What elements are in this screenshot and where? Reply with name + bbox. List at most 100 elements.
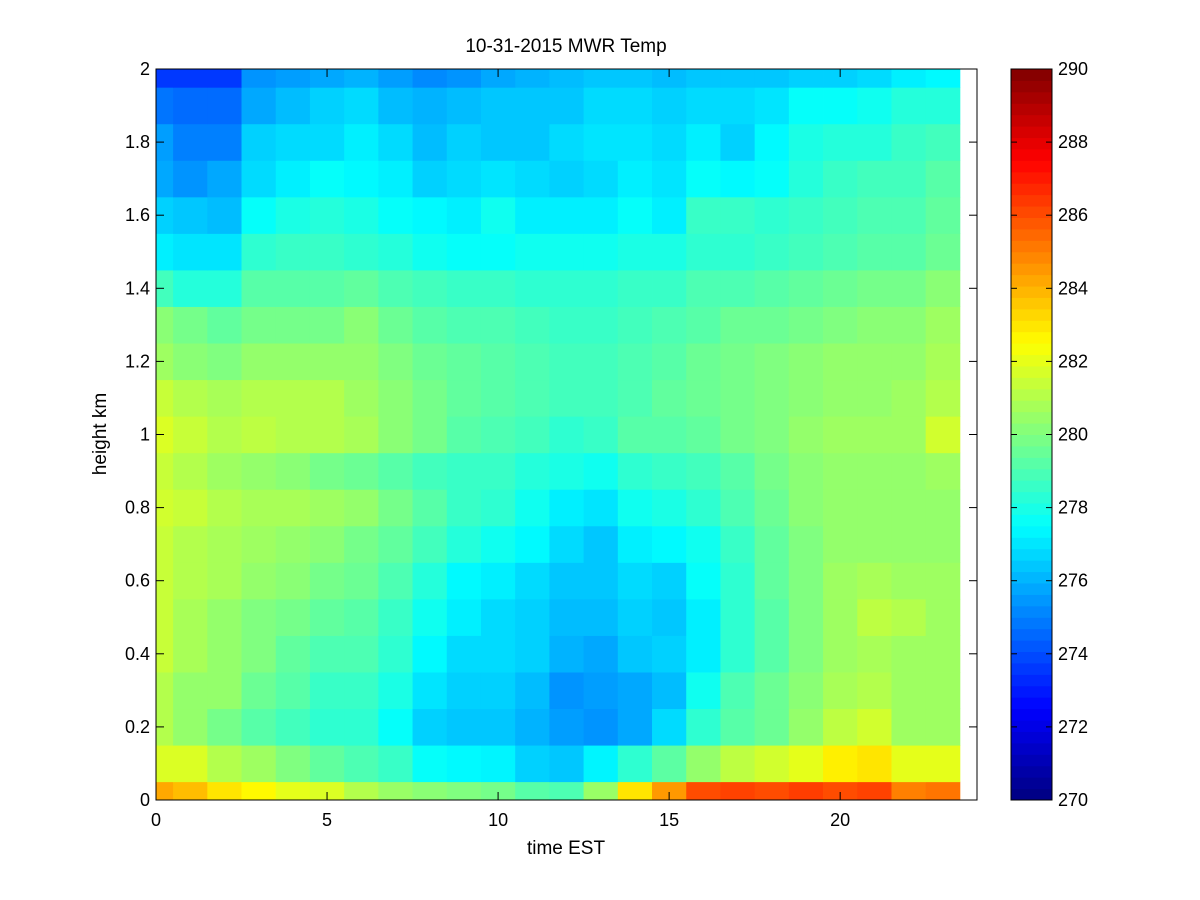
colorbar-band [1011,457,1052,470]
heatmap-cell [515,69,550,88]
colorbar-band [1011,628,1052,641]
heatmap-cell [344,343,379,381]
heatmap-cell [686,672,721,710]
heatmap-cell [480,196,516,234]
colorbar-band [1011,274,1052,287]
heatmap-cell [823,672,858,710]
heatmap-cell [652,343,687,381]
heatmap-cell [686,489,721,527]
heatmap-cell [857,708,892,746]
heatmap-cell [823,708,858,746]
heatmap-cell [617,69,653,88]
heatmap-cell [788,781,824,801]
colorbar-tick-label: 270 [1058,790,1088,810]
heatmap-cell [549,343,585,381]
heatmap-cell [173,489,208,527]
heatmap-cell [549,781,585,801]
heatmap-cell [344,196,379,234]
heatmap-cell [241,635,277,673]
heatmap-cell [583,196,619,234]
heatmap-cell [378,233,413,271]
heatmap-cell [309,87,345,125]
heatmap-cell [754,672,790,710]
heatmap-cell [754,562,790,600]
heatmap-cell [412,562,448,600]
colorbar-tick-label: 286 [1058,205,1088,225]
heatmap-cell [156,233,174,271]
heatmap-cell [617,160,653,198]
heatmap-cell [515,343,550,381]
heatmap-cells [156,69,961,801]
heatmap-cell [515,416,550,454]
heatmap-cell [446,745,482,783]
heatmap-cell [549,160,585,198]
heatmap-cell [652,598,687,636]
heatmap-cell [412,160,448,198]
heatmap-cell [309,452,345,490]
y-axis-ticks: 0 0.2 0.4 0.6 0.8 1 1.2 1.4 1.6 1.8 2 [125,59,977,810]
heatmap-cell [344,233,379,271]
heatmap-cell [275,233,311,271]
heatmap-cell [480,708,516,746]
colorbar-ticks: 270 272 274 276 278 280 282 284 286 288 290 [1011,59,1088,810]
heatmap-cell [652,196,687,234]
colorbar-band [1011,320,1052,333]
heatmap-cell [720,489,756,527]
heatmap-cell [344,270,379,307]
heatmap-cell [344,160,379,198]
heatmap-cell [275,123,311,161]
heatmap-cell [754,416,790,454]
heatmap-cell [617,562,653,600]
heatmap-cell [446,781,482,801]
heatmap-cell [378,489,413,527]
heatmap-cell [275,379,311,417]
heatmap-cell [412,196,448,234]
heatmap-cell [241,160,277,198]
heatmap-cell [515,672,550,710]
heatmap-cell [156,160,174,198]
colorbar-band [1011,240,1052,253]
colorbar-band [1011,560,1052,573]
heatmap-cell [344,781,379,801]
heatmap-cell [344,525,379,563]
heatmap-cell [515,270,550,307]
colorbar-band [1011,331,1052,344]
heatmap-cell [412,598,448,636]
heatmap-cell [754,160,790,198]
heatmap-cell [378,87,413,125]
heatmap-cell [823,416,858,454]
heatmap-cell [652,781,687,801]
heatmap-cell [549,306,585,344]
colorbar-band [1011,217,1052,230]
heatmap-cell [156,69,174,88]
heatmap-cell [720,562,756,600]
heatmap-cell [412,708,448,746]
heatmap-cell [156,489,174,527]
heatmap-cell [823,452,858,490]
colorbar-band [1011,617,1052,630]
heatmap-cell [207,69,242,88]
heatmap-cell [754,781,790,801]
heatmap-cell [515,598,550,636]
heatmap-cell [241,452,277,490]
heatmap-cell [446,306,482,344]
heatmap-cell [309,745,345,783]
y-tick-label: 2 [140,59,150,79]
plot-area: 0 5 10 15 20 0 0.2 0.4 0.6 0.8 1 1.2 1.4 1.6 1.8 2 [125,59,978,830]
heatmap-cell [515,123,550,161]
heatmap-cell [788,525,824,563]
heatmap-cell [925,562,961,600]
heatmap-cell [446,416,482,454]
heatmap-cell [480,781,516,801]
heatmap-cell [857,489,892,527]
heatmap-cell [344,306,379,344]
colorbar-band [1011,228,1052,241]
heatmap-cell [207,525,242,563]
heatmap-cell [617,672,653,710]
heatmap-cell [686,598,721,636]
heatmap-cell [857,452,892,490]
heatmap-cell [275,598,311,636]
heatmap-cell [891,525,927,563]
heatmap-cell [617,233,653,271]
heatmap-cell [788,123,824,161]
